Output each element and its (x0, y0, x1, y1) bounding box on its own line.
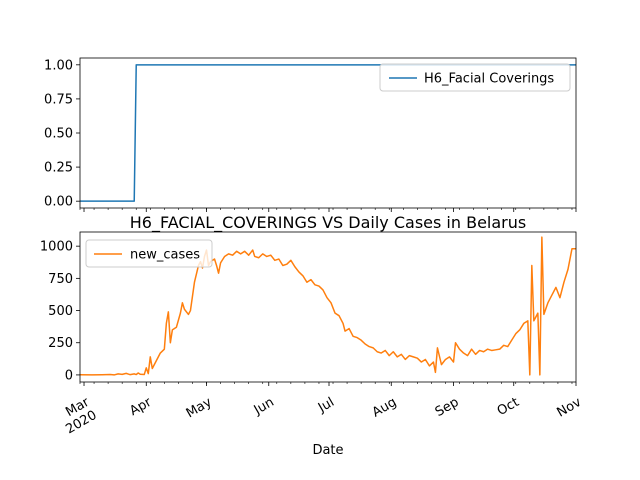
bottom-xtick-label: Jul (315, 395, 337, 416)
bottom-legend: new_cases (85, 239, 213, 268)
bottom-series (79, 236, 576, 376)
bottom-ytick-label: 500 (48, 304, 73, 319)
top-yticks: 0.00 0.25 0.50 0.75 1.00 (44, 58, 80, 210)
bottom-axes-frame (79, 231, 577, 383)
top-ytick-label: 0.25 (44, 161, 73, 176)
bottom-legend-label: new_cases (130, 248, 200, 263)
chart-title: H6_FACIAL_COVERINGS VS Daily Cases in Be… (130, 213, 526, 233)
top-series (80, 64, 576, 202)
bottom-ytick-label: 750 (48, 272, 73, 287)
x-axis-label: Date (312, 443, 343, 458)
top-axes-frame (79, 57, 577, 209)
bottom-series-line (79, 236, 576, 376)
top-ytick-label: 0.00 (44, 195, 73, 210)
top-legend-box (379, 63, 571, 92)
bottom-yticks: 0 250 500 750 1000 (40, 240, 80, 383)
top-ytick-label: 0.50 (44, 127, 73, 142)
bottom-ytick-label: 0 (65, 368, 73, 383)
top-legend: H6_Facial Coverings (379, 63, 571, 92)
bottom-ytick-label: 1000 (40, 240, 73, 255)
top-ytick-label: 1.00 (44, 58, 73, 73)
top-series-line (80, 64, 576, 202)
bottom-ytick-label: 250 (48, 336, 73, 351)
top-plot: 0.00 0.25 0.50 0.75 1.00 H6_Facial Coverings (44, 57, 577, 212)
bottom-legend-box (85, 239, 213, 268)
top-legend-label: H6_Facial Coverings (424, 72, 554, 87)
top-ytick-label: 0.75 (44, 92, 73, 107)
